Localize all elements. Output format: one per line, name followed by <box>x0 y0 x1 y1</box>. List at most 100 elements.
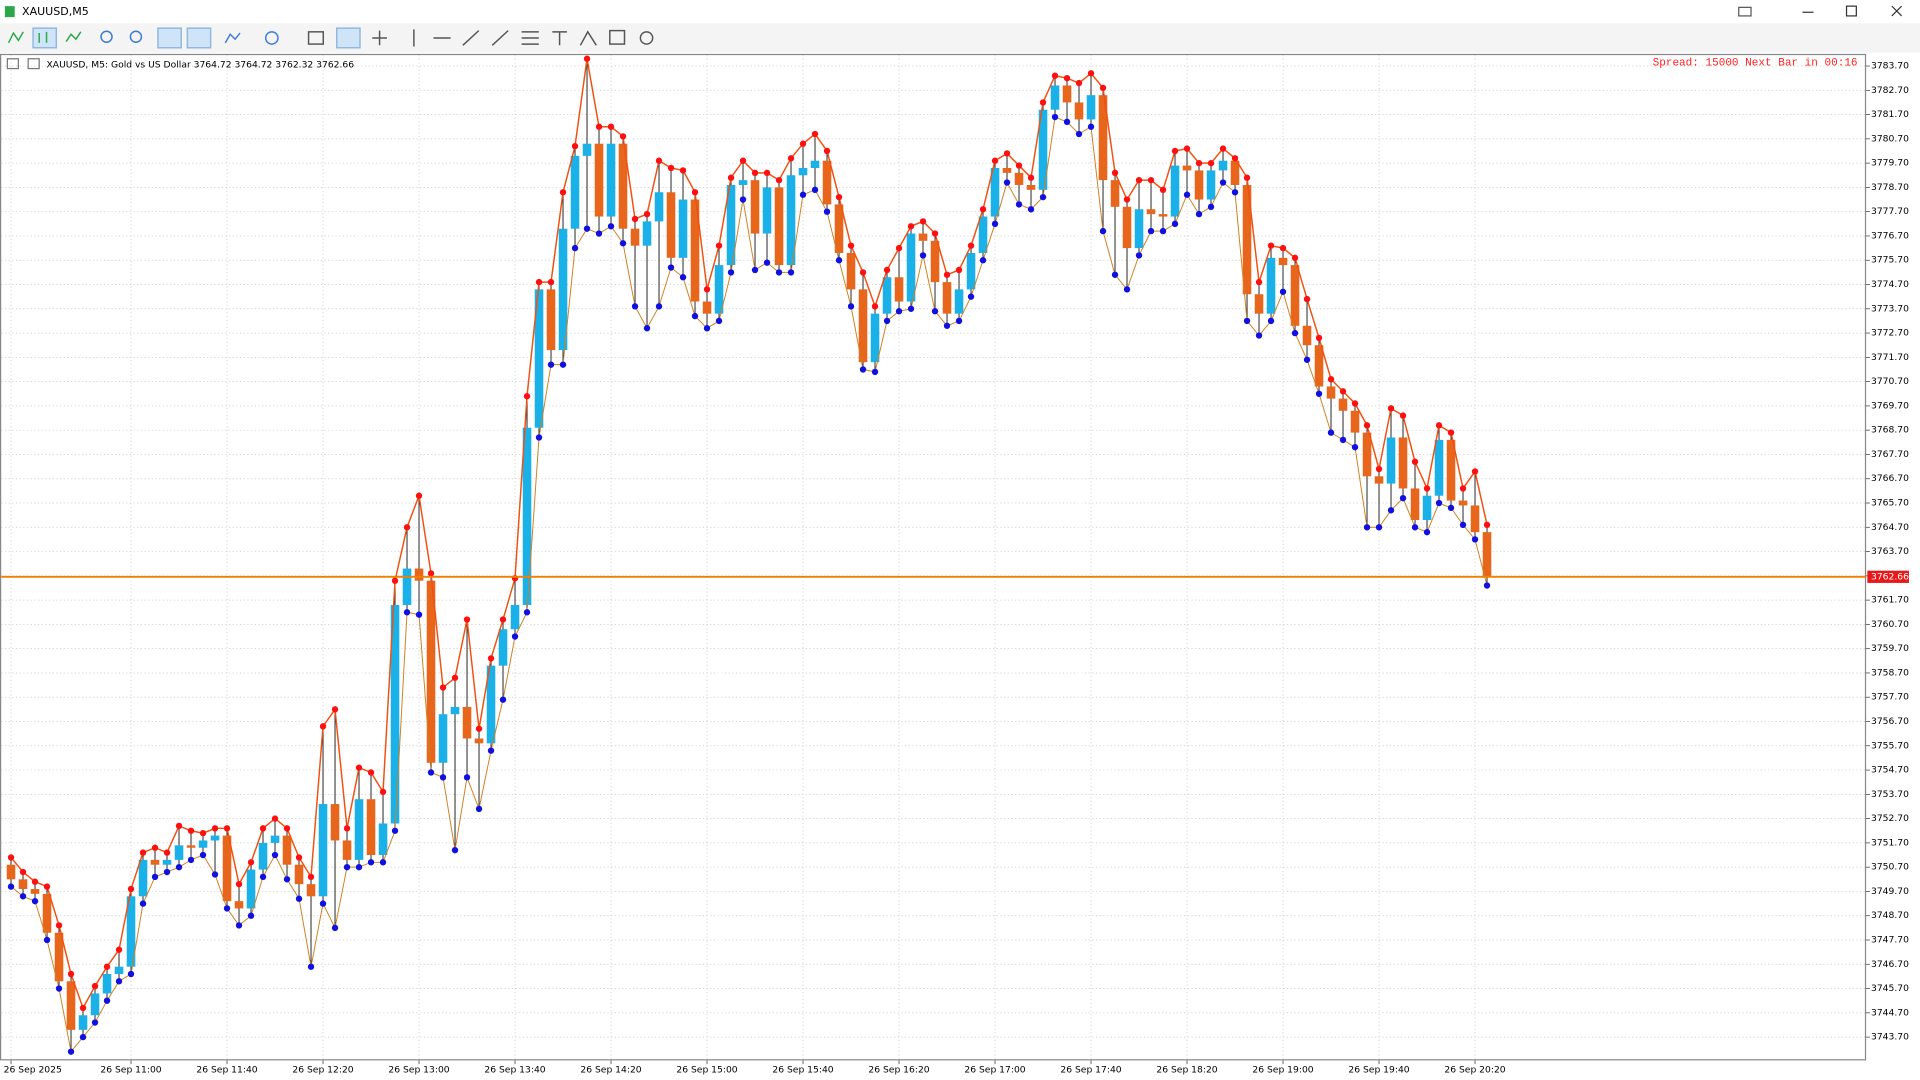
candle-body <box>1278 257 1288 266</box>
high-dot <box>847 242 855 249</box>
low-dot <box>1171 220 1179 228</box>
y-tick-label: 3751.70 <box>1871 837 1909 848</box>
y-tick-label: 3769.70 <box>1871 400 1909 411</box>
y-tick-label: 3750.70 <box>1871 862 1909 873</box>
axes: 3743.70 3744.70 3745.70 3746.70 3747.70 3748.… <box>4 61 1909 1076</box>
zoom-out-button[interactable] <box>129 30 143 43</box>
low-dot <box>823 208 831 215</box>
high-dot <box>211 825 219 832</box>
low-dot <box>787 269 795 276</box>
high-dot <box>655 157 663 164</box>
low-dot <box>1243 317 1251 325</box>
trendline-button[interactable] <box>462 30 480 46</box>
candle-body <box>594 143 604 217</box>
low-dot <box>547 361 555 368</box>
low-dot <box>355 863 363 871</box>
high-dot <box>607 123 615 130</box>
high-dot <box>1339 388 1347 395</box>
high-dot <box>775 176 783 184</box>
low-dot <box>1111 271 1119 278</box>
x-tick-label: 26 Sep 17:40 <box>1060 1065 1121 1076</box>
layout-button[interactable] <box>1738 6 1752 17</box>
channel-button[interactable] <box>491 30 509 46</box>
arrow-button[interactable] <box>579 30 597 46</box>
low-dot <box>883 317 891 325</box>
high-dot <box>811 130 819 138</box>
y-tick-label: 3747.70 <box>1871 934 1909 945</box>
candle-body <box>846 252 856 290</box>
periods-button[interactable] <box>264 31 279 45</box>
y-tick-label: 3759.70 <box>1871 643 1909 654</box>
objects-button[interactable] <box>639 31 654 45</box>
low-dot <box>1123 286 1131 293</box>
low-dot <box>751 266 759 274</box>
crosshair-button[interactable] <box>372 30 387 46</box>
candle-body <box>642 221 652 246</box>
high-dot <box>1015 162 1023 169</box>
candle-body <box>462 706 472 739</box>
low-dot <box>403 609 411 616</box>
low-dot <box>271 851 279 859</box>
low-dot <box>931 308 939 315</box>
y-tick-label: 3783.70 <box>1871 61 1909 72</box>
low-dot <box>19 893 27 900</box>
y-tick-label: 3768.70 <box>1871 425 1909 436</box>
candle-body <box>1362 432 1372 477</box>
text-button[interactable] <box>552 31 567 46</box>
restore-button[interactable] <box>1845 5 1857 17</box>
screenshot-button[interactable] <box>307 31 324 45</box>
low-dot <box>1387 507 1395 514</box>
autoscroll-button[interactable] <box>157 27 182 49</box>
high-dot <box>703 286 711 293</box>
shift-button[interactable] <box>186 27 212 49</box>
y-tick-label: 3780.70 <box>1871 133 1909 144</box>
high-dot <box>679 167 687 174</box>
low-dot <box>1447 504 1455 512</box>
low-dot <box>235 922 243 929</box>
candle-body <box>1290 265 1300 326</box>
high-dot <box>1435 422 1443 429</box>
fibo-button[interactable] <box>521 31 539 45</box>
candle-body <box>822 160 832 205</box>
marks <box>1 55 1867 1055</box>
shapes-button[interactable] <box>609 29 626 45</box>
candle-button[interactable] <box>32 27 58 49</box>
high-dot <box>943 271 951 278</box>
high-dot <box>1327 376 1335 383</box>
low-dot <box>307 963 315 970</box>
candle-body <box>690 199 700 302</box>
low-dot <box>643 325 651 332</box>
candle-body <box>174 845 184 860</box>
candle-body <box>810 160 820 168</box>
high-dot <box>235 880 243 888</box>
high-dot <box>295 854 303 861</box>
candle-body <box>198 840 208 848</box>
low-line <box>10 116 1488 1053</box>
candle-body <box>1326 386 1336 399</box>
high-dot <box>115 946 123 953</box>
low-dot <box>67 1048 75 1055</box>
low-dot <box>1471 536 1479 543</box>
low-dot <box>415 611 423 618</box>
indicators-button[interactable] <box>224 32 241 44</box>
candle-body <box>870 313 880 363</box>
zoom-in-button[interactable] <box>100 30 113 43</box>
high-dot <box>343 825 351 832</box>
candle-body <box>1134 209 1144 249</box>
low-dot <box>1363 524 1371 531</box>
x-tick-label: 26 Sep 15:40 <box>772 1065 833 1076</box>
close-button[interactable] <box>1891 5 1903 17</box>
cursor-button[interactable] <box>336 27 361 49</box>
candle-body <box>1254 294 1264 314</box>
low-dot <box>1027 206 1035 213</box>
candle-body <box>294 864 304 885</box>
x-tick-label: 26 Sep 17:00 <box>964 1065 1025 1076</box>
high-dot <box>1159 186 1167 194</box>
bar-chart-button[interactable] <box>7 31 24 44</box>
candle-body <box>1026 184 1036 190</box>
low-dot <box>919 252 927 259</box>
high-dot <box>1375 465 1383 473</box>
candle-body <box>726 184 736 266</box>
y-tick-label: 3771.70 <box>1871 352 1909 363</box>
line-chart-button[interactable] <box>65 31 82 43</box>
